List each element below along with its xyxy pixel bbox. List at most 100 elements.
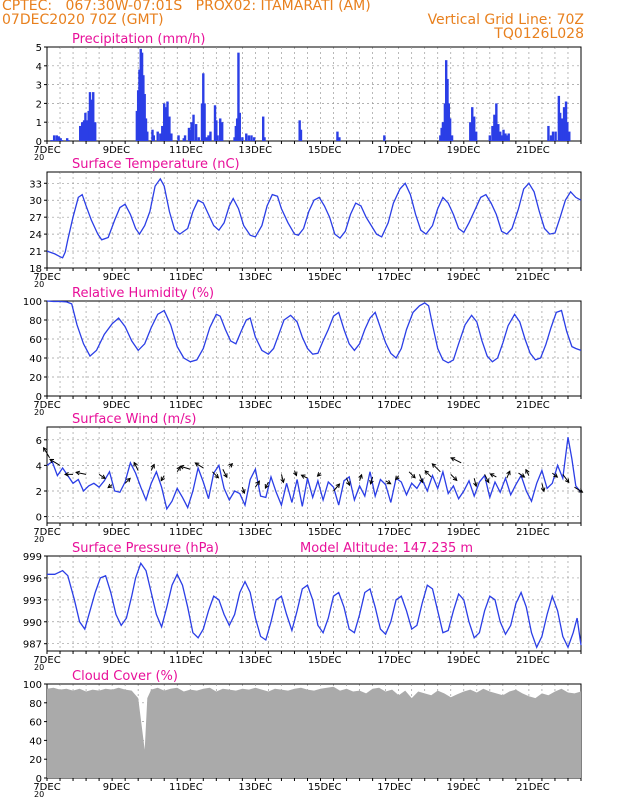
precip-bar xyxy=(491,125,494,141)
precip-bar xyxy=(440,127,443,141)
precip-bar xyxy=(187,127,191,141)
y-tick-label: 27 xyxy=(29,213,42,224)
y-tick-label: 30 xyxy=(29,196,42,207)
x-tick-sub: 20 xyxy=(34,280,44,289)
y-tick-label: 24 xyxy=(29,230,42,241)
x-tick-label: 15DEC xyxy=(308,655,342,666)
precip-bar xyxy=(79,125,82,141)
wind-arrow-head xyxy=(75,470,81,476)
wind-arrow-head xyxy=(179,464,185,470)
y-tick-label: 0 xyxy=(36,513,42,524)
wind-arrow-head xyxy=(540,487,546,493)
precip-bar xyxy=(159,133,162,141)
wind-arrow-head xyxy=(506,470,511,476)
y-tick-label: 1 xyxy=(36,118,42,129)
y-tick-label: 3 xyxy=(36,81,42,92)
precip-bar xyxy=(207,135,210,141)
y-tick-label: 21 xyxy=(29,247,42,258)
y-tick-label: 0 xyxy=(36,774,42,785)
series-line xyxy=(46,300,582,364)
wind-arrow xyxy=(552,472,558,478)
precip-bar xyxy=(85,120,88,141)
y-tick-label: 5 xyxy=(36,43,42,54)
wind-arrow xyxy=(541,483,545,492)
wind-arrow-head xyxy=(300,474,306,479)
wind-arrow xyxy=(180,465,191,470)
precip-bar xyxy=(336,131,339,141)
precip-bar xyxy=(441,122,445,141)
y-tick-label: 2 xyxy=(36,487,42,498)
x-tick-label: 13DEC xyxy=(238,782,272,793)
x-tick-label: 7DEC xyxy=(33,145,60,156)
precip-bar xyxy=(50,140,53,141)
y-tick-label: 100 xyxy=(23,297,42,308)
precip-bar xyxy=(262,116,265,141)
x-tick-label: 15DEC xyxy=(308,272,342,283)
x-tick-label: 15DEC xyxy=(308,400,342,411)
x-tick-label: 11DEC xyxy=(169,400,203,411)
x-tick-label: 7DEC xyxy=(33,400,60,411)
wind-arrow-head xyxy=(126,477,131,483)
precip-bar xyxy=(183,135,187,141)
series-line xyxy=(46,437,582,511)
precip-bar xyxy=(247,135,251,141)
precip-bar xyxy=(238,112,241,141)
y-tick-label: 990 xyxy=(23,618,42,629)
x-tick-label: 17DEC xyxy=(377,782,411,793)
wind-arrow xyxy=(370,476,374,485)
precip-bar xyxy=(90,99,93,141)
precip-bar xyxy=(194,124,198,141)
wind-arrow-head xyxy=(293,471,298,477)
panel-frame xyxy=(46,171,582,269)
x-tick-label: 13DEC xyxy=(238,655,272,666)
precip-bar xyxy=(549,135,553,141)
precip-bar xyxy=(152,135,155,141)
y-tick-label: 80 xyxy=(29,316,42,327)
wind-arrow-head xyxy=(43,446,48,452)
precip-bar xyxy=(209,131,212,141)
precip-bar xyxy=(551,131,555,141)
wind-arrow-head xyxy=(214,473,220,479)
precip-bar xyxy=(146,131,149,141)
x-tick-label: 21DEC xyxy=(516,145,550,156)
wind-arrow-head xyxy=(564,478,570,484)
precip-bar xyxy=(213,105,217,141)
x-tick-label: 9DEC xyxy=(103,145,130,156)
wind-arrow-head xyxy=(101,474,106,479)
precip-bar xyxy=(558,112,562,141)
header-model-id: TQ0126L028 xyxy=(494,26,584,42)
precip-bar xyxy=(60,140,64,141)
precip-bar xyxy=(507,133,510,141)
x-tick-label: 13DEC xyxy=(238,527,272,538)
panel-title: Surface Wind (m/s) xyxy=(72,412,196,427)
wind-arrow-head xyxy=(369,479,374,485)
precip-bar xyxy=(59,138,62,141)
header-run-time: 07DEC2020 70Z (GMT) xyxy=(2,12,164,28)
y-tick-label: 2 xyxy=(36,99,42,110)
wind-arrow-head xyxy=(264,484,269,489)
precip-bar xyxy=(338,137,341,141)
precip-bar xyxy=(499,131,502,141)
precip-bar xyxy=(473,116,476,141)
precip-bar xyxy=(241,137,244,141)
x-tick-label: 11DEC xyxy=(169,782,203,793)
wind-arrow xyxy=(333,483,340,492)
y-tick-label: 80 xyxy=(29,699,42,710)
precip-bar xyxy=(192,114,195,141)
y-tick-label: 40 xyxy=(29,736,42,747)
panel-title: Relative Humidity (%) xyxy=(72,286,214,301)
precip-bar xyxy=(177,135,180,141)
precip-bar xyxy=(138,69,141,141)
header-grid-line: Vertical Grid Line: 70Z xyxy=(427,12,584,28)
precip-bar xyxy=(190,122,193,141)
wind-arrow-head xyxy=(241,489,246,495)
wind-arrow-head xyxy=(255,480,260,486)
precip-bar xyxy=(200,103,204,141)
x-tick-label: 15DEC xyxy=(308,145,342,156)
precip-bar xyxy=(504,133,507,141)
precip-bar xyxy=(250,135,253,141)
precip-bar xyxy=(566,122,569,141)
y-tick-label: 996 xyxy=(23,574,42,585)
precip-bar xyxy=(505,135,508,141)
